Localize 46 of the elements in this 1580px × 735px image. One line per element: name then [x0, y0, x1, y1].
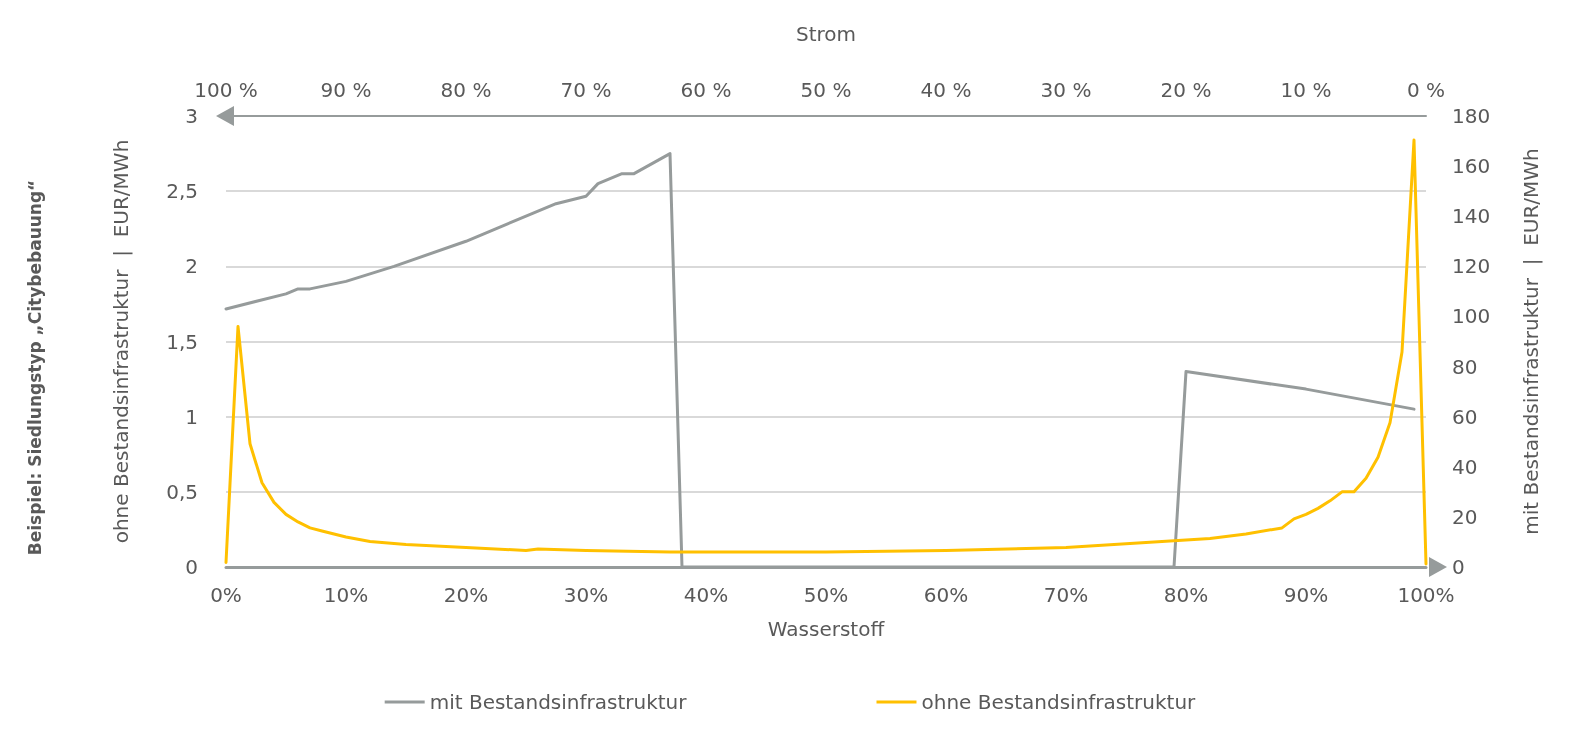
x2-tick-label: 30 % [1040, 78, 1092, 102]
x2-tick-label: 90 % [320, 78, 372, 102]
x2-tick-label: 20 % [1160, 78, 1212, 102]
x2-tick-label: 40 % [920, 78, 972, 102]
y2-tick-label: 140 [1452, 204, 1491, 229]
legend-label: mit Bestandsinfrastruktur [429, 690, 688, 714]
x2-tick-label: 70 % [560, 78, 612, 102]
y2-tick-label: 180 [1452, 104, 1491, 128]
x2-axis-title: Strom [795, 22, 857, 46]
y2-tick-label: 80 [1452, 354, 1478, 379]
y-tick-label: 2,5 [166, 179, 198, 204]
y2-tick-label: 20 [1452, 504, 1478, 529]
y-tick-label: 1 [185, 404, 198, 429]
y-tick-label: 1,5 [166, 329, 198, 354]
y2-tick-label: 0 [1452, 555, 1465, 579]
x-tick-label: 90% [1283, 583, 1329, 607]
y-axis-title: ohne Bestandsinfrastruktur | EUR/MWh [109, 139, 133, 544]
legend-label: ohne Bestandsinfrastruktur [921, 690, 1197, 714]
x-tick-label: 0% [210, 583, 242, 607]
x-tick-label: 30% [563, 583, 609, 607]
y-tick-label: 0 [185, 555, 198, 579]
x-tick-label: 60% [923, 583, 969, 607]
x-tick-label: 70% [1043, 583, 1089, 607]
x2-tick-label: 0 % [1406, 78, 1446, 102]
x-tick-label: 80% [1163, 583, 1209, 607]
y-tick-label: 3 [185, 104, 198, 128]
y2-axis-title: mit Bestandsinfrastruktur | EUR/MWh [1519, 148, 1543, 535]
y2-tick-label: 160 [1452, 154, 1491, 179]
x-tick-label: 20% [443, 583, 489, 607]
text: Beispiel: Siedlungstyp „Citybebauung“ [24, 179, 45, 556]
y2-tick-label: 100 [1452, 304, 1491, 329]
y-tick-label: 2 [185, 254, 198, 279]
x2-tick-label: 80 % [440, 78, 492, 102]
x2-tick-label: 50 % [800, 78, 852, 102]
x-tick-label: 40% [683, 583, 729, 607]
y2-tick-label: 60 [1452, 404, 1478, 429]
y2-tick-label: 120 [1452, 254, 1491, 279]
x2-tick-label: 10 % [1280, 78, 1332, 102]
y-tick-label: 0,5 [166, 479, 198, 504]
x-tick-label: 10% [323, 583, 369, 607]
x-tick-label: 100% [1397, 583, 1455, 607]
x-axis-title: Wasserstoff [767, 617, 886, 641]
x-tick-label: 50% [803, 583, 849, 607]
x2-tick-label: 60 % [680, 78, 732, 102]
x2-tick-label: 100 % [194, 78, 258, 102]
y2-tick-label: 40 [1452, 454, 1478, 479]
